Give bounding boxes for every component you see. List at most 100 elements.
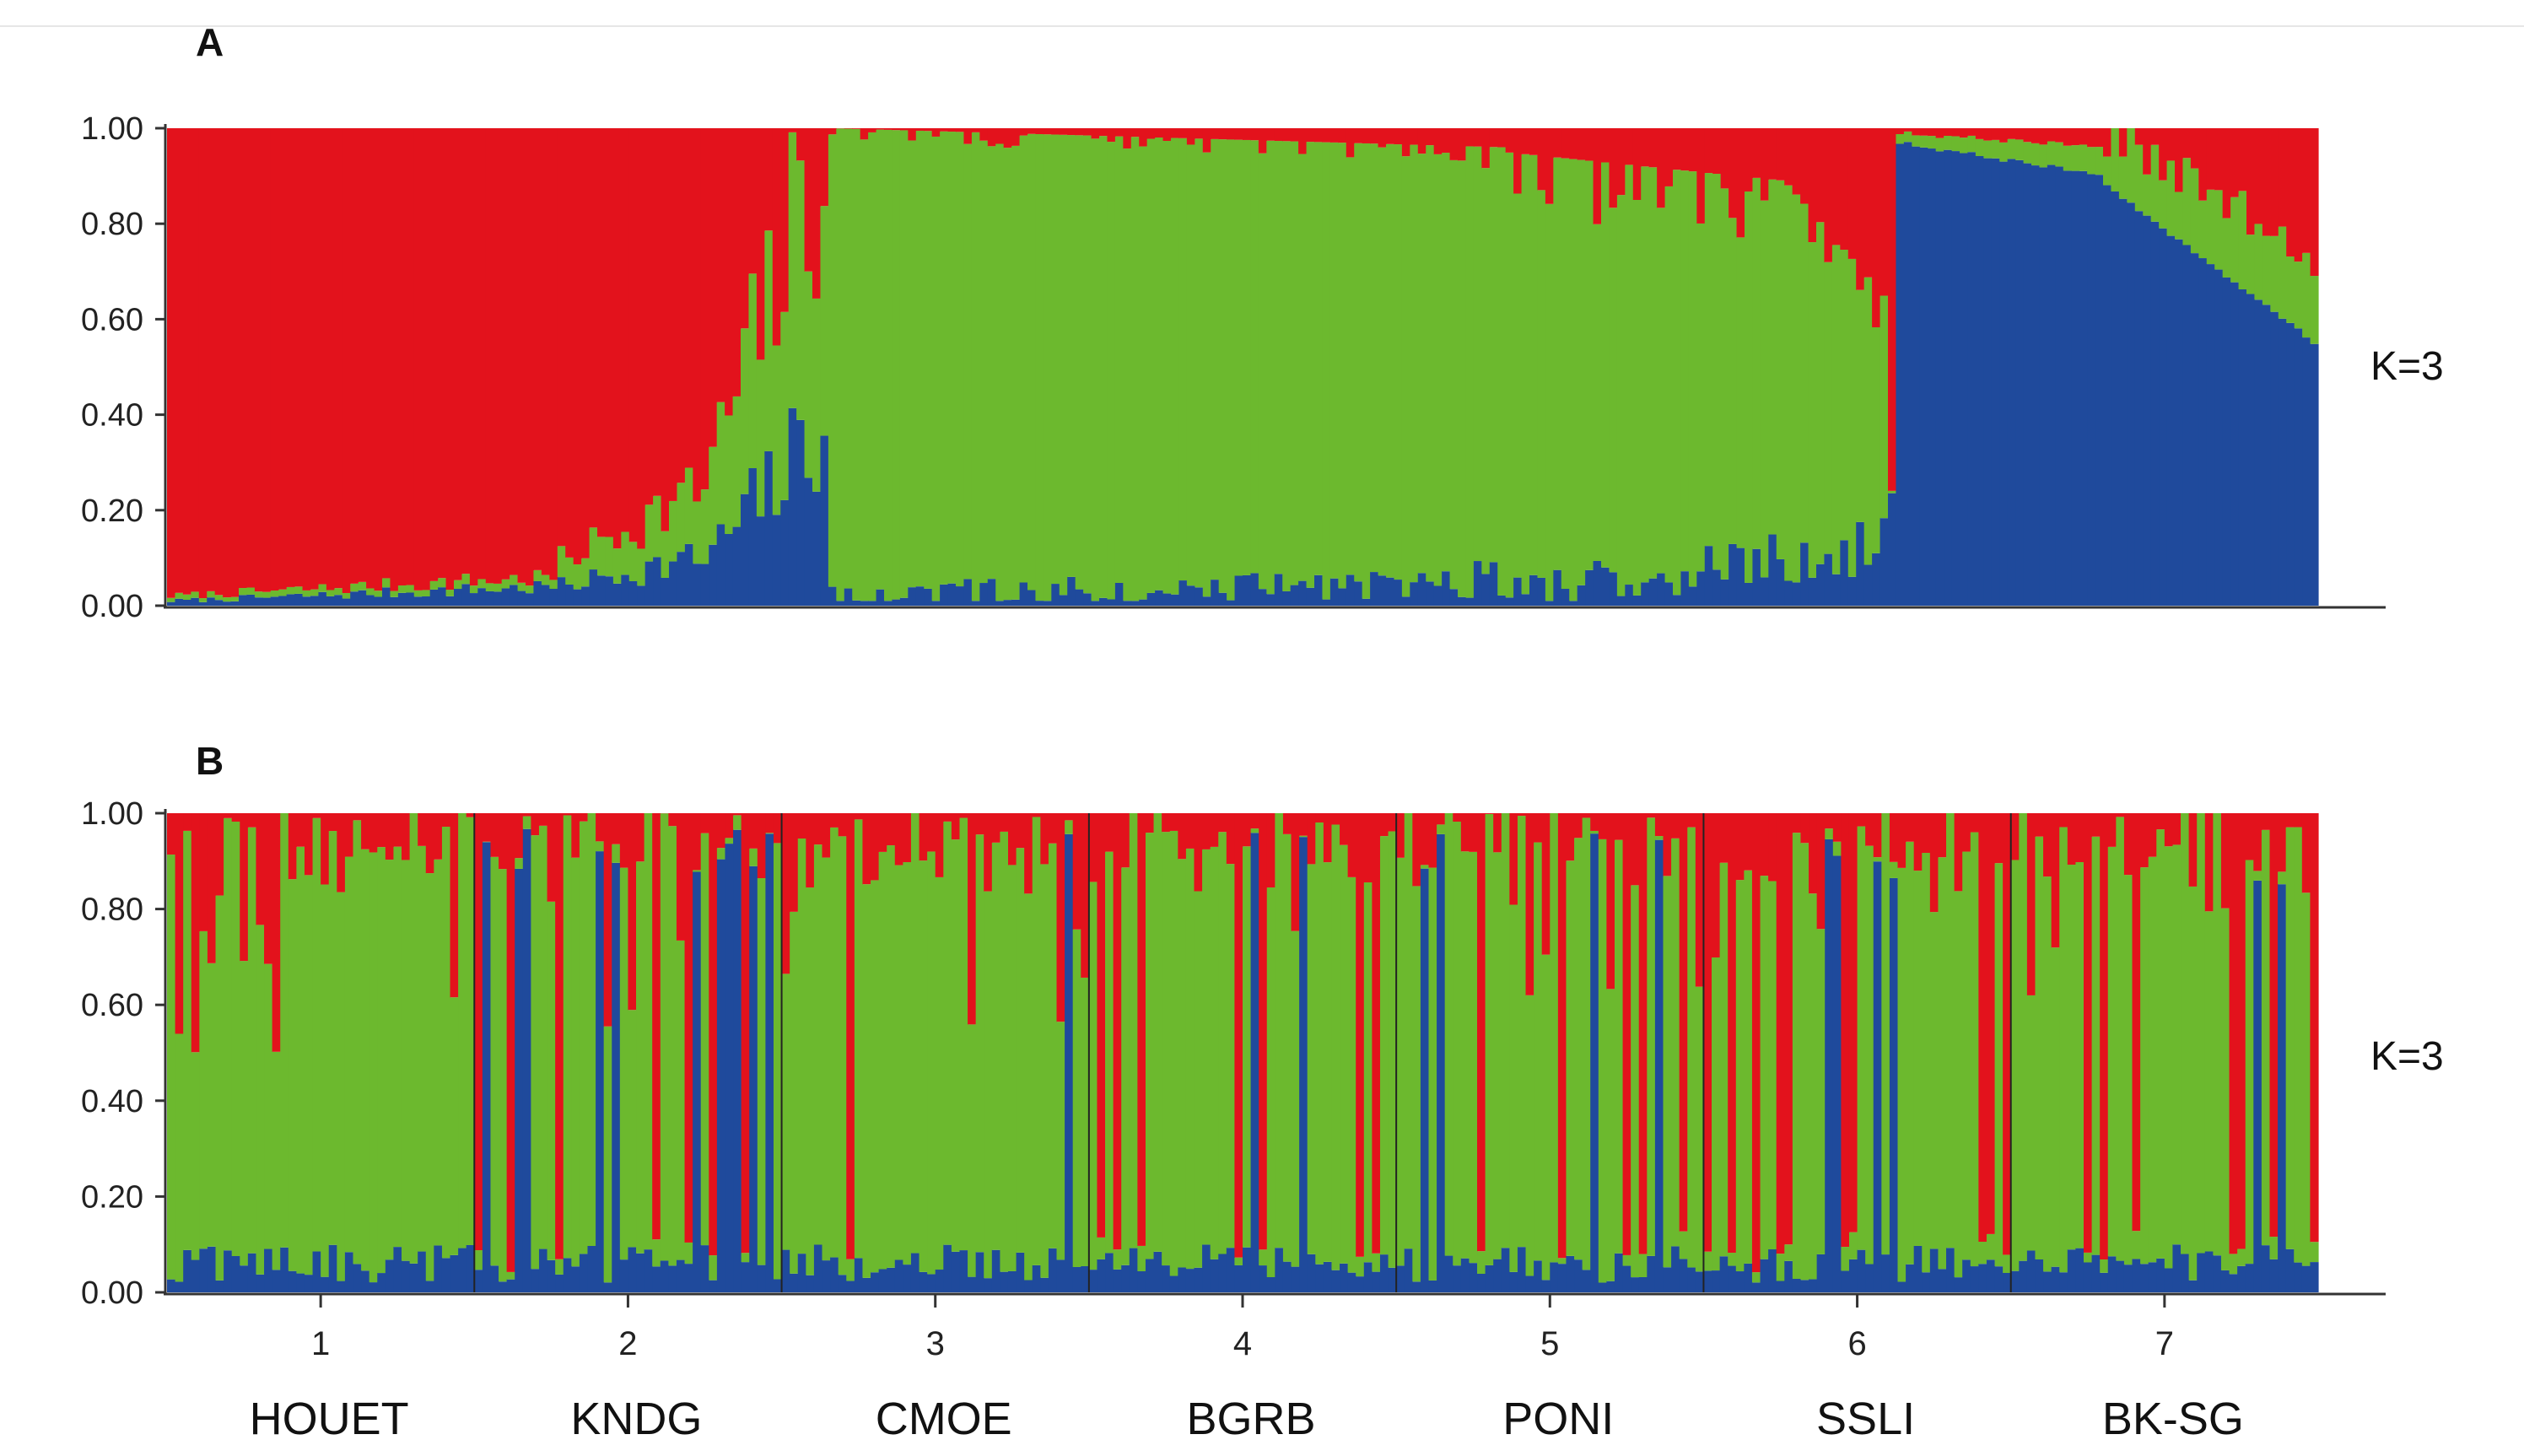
bar-red-a-169 [1513, 128, 1523, 194]
bar-green-b-2 [183, 830, 192, 1250]
y-tick-label: 0.60 [81, 988, 143, 1023]
bar-red-b-140 [1299, 813, 1308, 836]
bar-blue-b-166 [1509, 1271, 1518, 1292]
bar-blue-a-15 [286, 594, 295, 606]
bar-red-a-157 [1417, 128, 1426, 154]
bar-blue-a-240 [2079, 170, 2088, 606]
bar-blue-b-236 [2075, 1248, 2084, 1292]
bar-blue-b-149 [1372, 1271, 1381, 1292]
bar-blue-a-8 [230, 601, 240, 606]
bar-blue-a-167 [1497, 595, 1507, 606]
bar-blue-a-224 [1951, 151, 1960, 606]
bar-green-a-93 [908, 140, 917, 588]
bar-red-b-214 [1897, 813, 1906, 868]
bar-blue-b-92 [910, 1253, 920, 1292]
bar-red-b-156 [1428, 813, 1437, 868]
bar-green-b-24 [361, 849, 370, 1271]
bar-green-b-104 [1007, 865, 1017, 1271]
bar-red-b-98 [959, 813, 968, 818]
bar-blue-b-38 [474, 1270, 483, 1292]
bar-green-a-195 [1720, 188, 1729, 580]
bar-blue-a-193 [1704, 546, 1713, 606]
bar-blue-b-165 [1501, 1248, 1510, 1292]
bar-blue-a-55 [605, 576, 614, 606]
bar-blue-b-213 [1889, 877, 1899, 1292]
bar-red-a-235 [2039, 128, 2048, 145]
bar-red-b-69 [725, 813, 734, 839]
bar-blue-a-59 [637, 585, 646, 606]
bar-blue-a-77 [780, 499, 790, 606]
bar-green-b-113 [1081, 977, 1090, 1266]
bar-green-b-233 [2051, 947, 2060, 1267]
bar-blue-b-90 [894, 1259, 903, 1292]
bar-blue-a-269 [2310, 343, 2319, 606]
bar-red-b-67 [709, 813, 718, 1256]
bar-blue-b-128 [1202, 1244, 1211, 1292]
bar-blue-b-194 [1735, 1271, 1745, 1292]
bar-green-b-30 [409, 813, 418, 1264]
bar-green-b-184 [1654, 836, 1664, 840]
bar-green-b-119 [1129, 813, 1138, 1248]
bar-red-a-253 [2182, 128, 2192, 159]
bar-blue-b-44 [522, 828, 531, 1292]
bar-blue-b-243 [2132, 1259, 2141, 1292]
bar-blue-a-135 [1243, 574, 1252, 606]
bar-blue-b-112 [1072, 1266, 1081, 1292]
bar-red-b-56 [619, 813, 629, 868]
bar-blue-a-45 [526, 593, 535, 606]
bar-green-b-99 [968, 1024, 977, 1277]
bar-red-b-85 [854, 813, 864, 820]
bar-red-b-65 [693, 813, 702, 871]
bar-blue-b-93 [919, 1271, 928, 1292]
bar-red-a-257 [2214, 128, 2224, 191]
bar-blue-b-4 [199, 1248, 208, 1292]
bar-red-a-218 [1903, 128, 1912, 132]
bar-blue-a-148 [1346, 574, 1355, 606]
bar-red-a-109 [1035, 128, 1044, 134]
bar-red-a-73 [748, 128, 758, 274]
bar-blue-b-180 [1622, 1265, 1631, 1292]
bar-green-b-154 [1412, 886, 1421, 1282]
bar-green-b-6 [215, 895, 224, 1281]
bar-red-b-221 [1954, 813, 1963, 892]
bar-red-a-19 [318, 128, 327, 585]
bar-blue-a-133 [1227, 600, 1236, 606]
bar-red-a-243 [2103, 128, 2112, 157]
x-tick-label: 4 [1233, 1325, 1252, 1362]
bar-red-a-231 [2007, 128, 2016, 139]
bar-red-a-114 [1075, 128, 1084, 136]
bar-red-b-162 [1477, 813, 1486, 1252]
bar-green-a-123 [1146, 138, 1156, 593]
bar-green-a-89 [876, 129, 885, 590]
bar-blue-a-236 [2047, 164, 2056, 607]
bar-blue-b-62 [668, 1265, 677, 1292]
bar-red-a-21 [334, 128, 343, 589]
bar-green-b-190 [1703, 1251, 1712, 1271]
bar-green-b-236 [2075, 862, 2084, 1248]
bar-green-b-182 [1638, 1254, 1648, 1277]
bar-blue-b-193 [1728, 1265, 1737, 1292]
bar-red-a-38 [469, 128, 478, 586]
bar-green-b-60 [652, 1239, 661, 1267]
bar-green-b-194 [1735, 880, 1745, 1272]
bar-blue-b-0 [167, 1279, 176, 1292]
bar-green-a-69 [716, 402, 725, 525]
bar-green-a-71 [732, 396, 742, 527]
bar-red-b-225 [1986, 813, 1996, 1234]
bar-red-b-18 [312, 813, 321, 818]
bar-green-b-187 [1679, 1231, 1688, 1259]
bar-green-b-85 [854, 819, 864, 1259]
bar-blue-a-255 [2198, 258, 2208, 606]
bar-red-a-209 [1831, 128, 1841, 245]
bar-green-b-150 [1379, 836, 1389, 1255]
bar-green-b-155 [1420, 865, 1430, 869]
bar-blue-a-49 [557, 577, 566, 606]
bar-green-b-151 [1388, 831, 1397, 1268]
bar-green-a-226 [1967, 135, 1977, 153]
bar-green-a-92 [899, 130, 909, 598]
bar-blue-a-146 [1329, 578, 1339, 606]
bar-red-b-125 [1178, 813, 1187, 860]
bar-green-b-56 [619, 867, 629, 1260]
bar-green-a-173 [1545, 203, 1554, 601]
bar-blue-b-238 [2091, 1254, 2101, 1292]
